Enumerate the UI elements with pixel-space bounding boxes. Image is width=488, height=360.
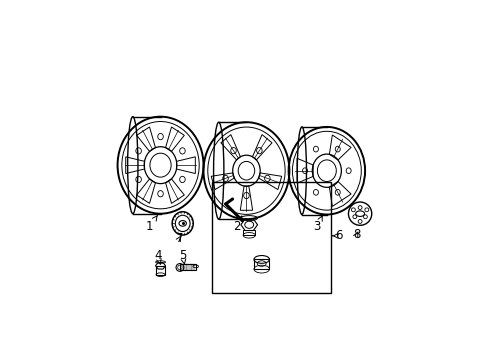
Bar bbox=[156, 266, 164, 275]
Bar bbox=[253, 260, 269, 269]
Text: 2: 2 bbox=[232, 216, 242, 233]
Text: 3: 3 bbox=[313, 216, 322, 233]
Bar bbox=[180, 264, 195, 270]
Text: 7: 7 bbox=[175, 232, 183, 245]
Text: 6: 6 bbox=[332, 229, 343, 242]
Text: 8: 8 bbox=[352, 228, 360, 241]
Text: 5: 5 bbox=[179, 249, 186, 265]
Text: 4: 4 bbox=[154, 249, 161, 265]
Bar bbox=[243, 230, 255, 235]
Text: 1: 1 bbox=[145, 215, 157, 233]
Bar bbox=[211, 182, 330, 293]
